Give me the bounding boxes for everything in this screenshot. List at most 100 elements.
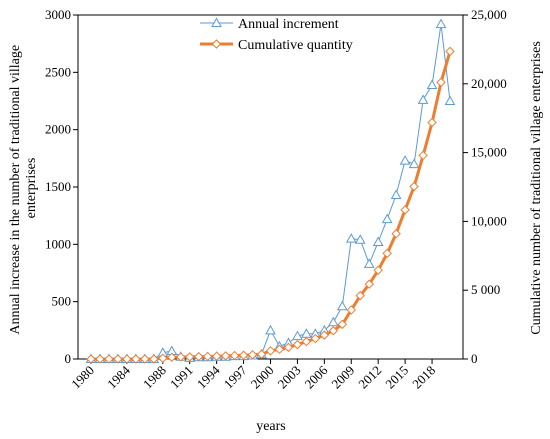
axes xyxy=(73,14,468,364)
data-point-diamond xyxy=(274,344,285,355)
data-point-diamond xyxy=(104,354,114,364)
legend-annual-label: Annual increment xyxy=(238,17,339,32)
data-point-triangle xyxy=(292,330,303,341)
y-axis-title-right: Cumulative number of traditional village… xyxy=(529,41,544,335)
data-point-triangle xyxy=(354,234,366,244)
data-point-triangle xyxy=(336,300,348,311)
data-point-diamond xyxy=(355,290,365,301)
data-point-diamond xyxy=(418,150,428,161)
data-point-diamond xyxy=(283,342,294,353)
data-point-triangle xyxy=(390,189,402,200)
data-point-triangle xyxy=(426,79,438,89)
y-left-tick-label: 1000 xyxy=(45,236,71,251)
data-point-diamond xyxy=(220,351,231,361)
y-left-tick-label: 1500 xyxy=(45,179,71,194)
y-right-tick-label: 25,000 xyxy=(471,7,507,22)
x-tick-label: 2003 xyxy=(275,363,304,392)
data-point-triangle xyxy=(399,155,411,165)
data-point-diamond xyxy=(328,326,339,336)
data-point-diamond xyxy=(176,352,186,362)
data-point-triangle xyxy=(444,95,456,105)
y-right-tick-label: 10,000 xyxy=(471,213,507,228)
y-axis-title-left: Annual increase in the number of traditi… xyxy=(8,41,39,334)
data-point-triangle xyxy=(265,324,276,335)
data-point-triangle xyxy=(381,213,393,224)
data-point-diamond xyxy=(256,349,267,359)
x-tick-label: 1994 xyxy=(194,362,223,391)
data-point-diamond xyxy=(202,351,213,362)
data-point-diamond xyxy=(319,330,330,340)
y-right-tick-label: 15,000 xyxy=(471,145,507,160)
data-point-diamond xyxy=(409,181,419,192)
data-point-diamond xyxy=(265,346,276,356)
data-point-diamond xyxy=(229,350,240,361)
legend-annual-marker xyxy=(211,17,222,27)
y-axis-title-left-line2: enterprises xyxy=(24,158,39,219)
y-left-tick-label: 500 xyxy=(52,294,72,309)
y-right-tick-label: 5 000 xyxy=(471,282,500,297)
data-point-diamond xyxy=(193,351,204,362)
y-axis-title-left-line1: Annual increase in the number of traditi… xyxy=(8,45,23,335)
data-point-triangle xyxy=(345,233,357,243)
data-point-diamond xyxy=(238,350,249,360)
x-tick-label: 1980 xyxy=(68,363,97,392)
y-right-tick-label: 0 xyxy=(471,351,478,366)
data-point-diamond xyxy=(167,352,177,362)
data-point-diamond xyxy=(211,351,222,361)
y-left-tick-label: 0 xyxy=(65,351,72,366)
series-cumulative-quantity xyxy=(86,46,455,364)
data-point-triangle xyxy=(417,94,429,104)
series-layer xyxy=(85,18,456,364)
plot-frame xyxy=(77,14,464,360)
data-point-diamond xyxy=(382,248,392,259)
x-tick-label: 1984 xyxy=(104,362,133,391)
data-point-triangle xyxy=(327,316,339,327)
x-tick-label: 2000 xyxy=(248,363,277,392)
data-point-diamond xyxy=(346,305,356,315)
data-point-triangle xyxy=(435,18,447,29)
tick-labels: 0 500 1000 1500 2000 2500 3000 0 5 000 10,000 15,0… xyxy=(45,7,507,392)
data-point-diamond xyxy=(436,77,446,88)
data-point-diamond xyxy=(364,279,374,289)
series-annual-increment xyxy=(85,18,456,363)
y-left-tick-label: 3000 xyxy=(45,7,71,22)
x-axis-title: years xyxy=(256,419,286,434)
data-point-diamond xyxy=(400,205,410,215)
data-point-diamond xyxy=(158,353,168,363)
series-line xyxy=(91,50,452,361)
x-tick-label: 1991 xyxy=(167,363,196,392)
x-tick-label: 2012 xyxy=(355,363,384,392)
data-point-triangle xyxy=(363,258,375,268)
data-point-diamond xyxy=(149,354,159,364)
data-point-diamond xyxy=(337,319,348,330)
data-point-triangle xyxy=(301,328,312,338)
data-point-triangle xyxy=(372,236,384,247)
x-tick-label: 1988 xyxy=(140,363,169,392)
x-tick-label: 2015 xyxy=(382,363,411,392)
data-point-triangle xyxy=(408,158,420,169)
y-left-tick-label: 2000 xyxy=(45,122,71,137)
data-point-diamond xyxy=(445,46,455,57)
data-point-diamond xyxy=(113,354,123,364)
data-point-diamond xyxy=(140,354,150,364)
data-point-diamond xyxy=(391,229,401,239)
data-point-diamond xyxy=(131,354,141,364)
legend-cumulative-label: Cumulative quantity xyxy=(238,38,353,53)
data-point-diamond xyxy=(247,350,258,360)
x-tick-label: 2009 xyxy=(328,363,357,392)
data-point-diamond xyxy=(86,354,96,364)
data-point-diamond xyxy=(301,336,312,347)
x-tick-label: 1997 xyxy=(221,362,250,391)
data-point-diamond xyxy=(427,117,437,128)
y-left-tick-label: 2500 xyxy=(45,64,71,79)
data-point-diamond xyxy=(95,354,105,364)
legend-cumulative-marker xyxy=(211,39,222,49)
x-tick-label: 2006 xyxy=(301,362,330,391)
data-point-diamond xyxy=(310,333,321,344)
data-point-diamond xyxy=(185,352,195,362)
data-point-diamond xyxy=(122,354,132,364)
data-point-diamond xyxy=(373,265,383,275)
data-point-diamond xyxy=(292,339,303,350)
legend: Annual increment Cumulative quantity xyxy=(200,17,353,53)
